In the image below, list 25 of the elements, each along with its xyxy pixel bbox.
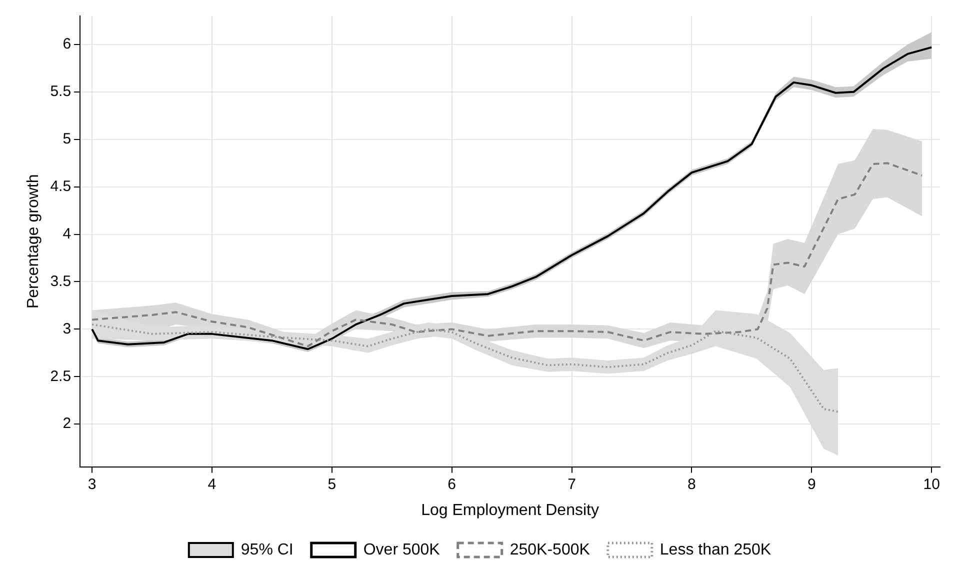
y-tick-label: 3.5 — [50, 272, 72, 290]
x-tick-label: 10 — [923, 476, 940, 493]
y-tick-label: 5.5 — [50, 83, 72, 100]
x-tick-label: 3 — [88, 476, 96, 493]
y-tick-label: 2 — [62, 415, 72, 432]
y-tick-label: 4.5 — [50, 178, 72, 195]
x-tick-label: 8 — [688, 476, 696, 493]
x-tick-label: 6 — [448, 476, 456, 493]
y-axis-title: Percentage growth — [25, 174, 42, 309]
y-tick-label: 3 — [62, 320, 72, 338]
legend-label: Over 500K — [363, 541, 440, 558]
legend-label: Less than 250K — [660, 541, 772, 558]
line-series — [91, 162, 924, 348]
x-tick-label: 5 — [328, 476, 336, 493]
y-tick-label: 6 — [62, 36, 72, 53]
y-tick-label: 5 — [62, 130, 72, 148]
y-tick-label: 2.5 — [50, 368, 72, 385]
x-axis-title: Log Employment Density — [421, 502, 599, 519]
x-tick-label: 4 — [208, 476, 216, 493]
x-tick-label: 9 — [807, 476, 816, 493]
y-tick-label: 4 — [62, 225, 72, 242]
line-series — [91, 323, 840, 413]
legend-label: 250K-500K — [510, 541, 590, 558]
x-tick-label: 7 — [568, 476, 576, 493]
text: 95% CI — [240, 541, 294, 558]
